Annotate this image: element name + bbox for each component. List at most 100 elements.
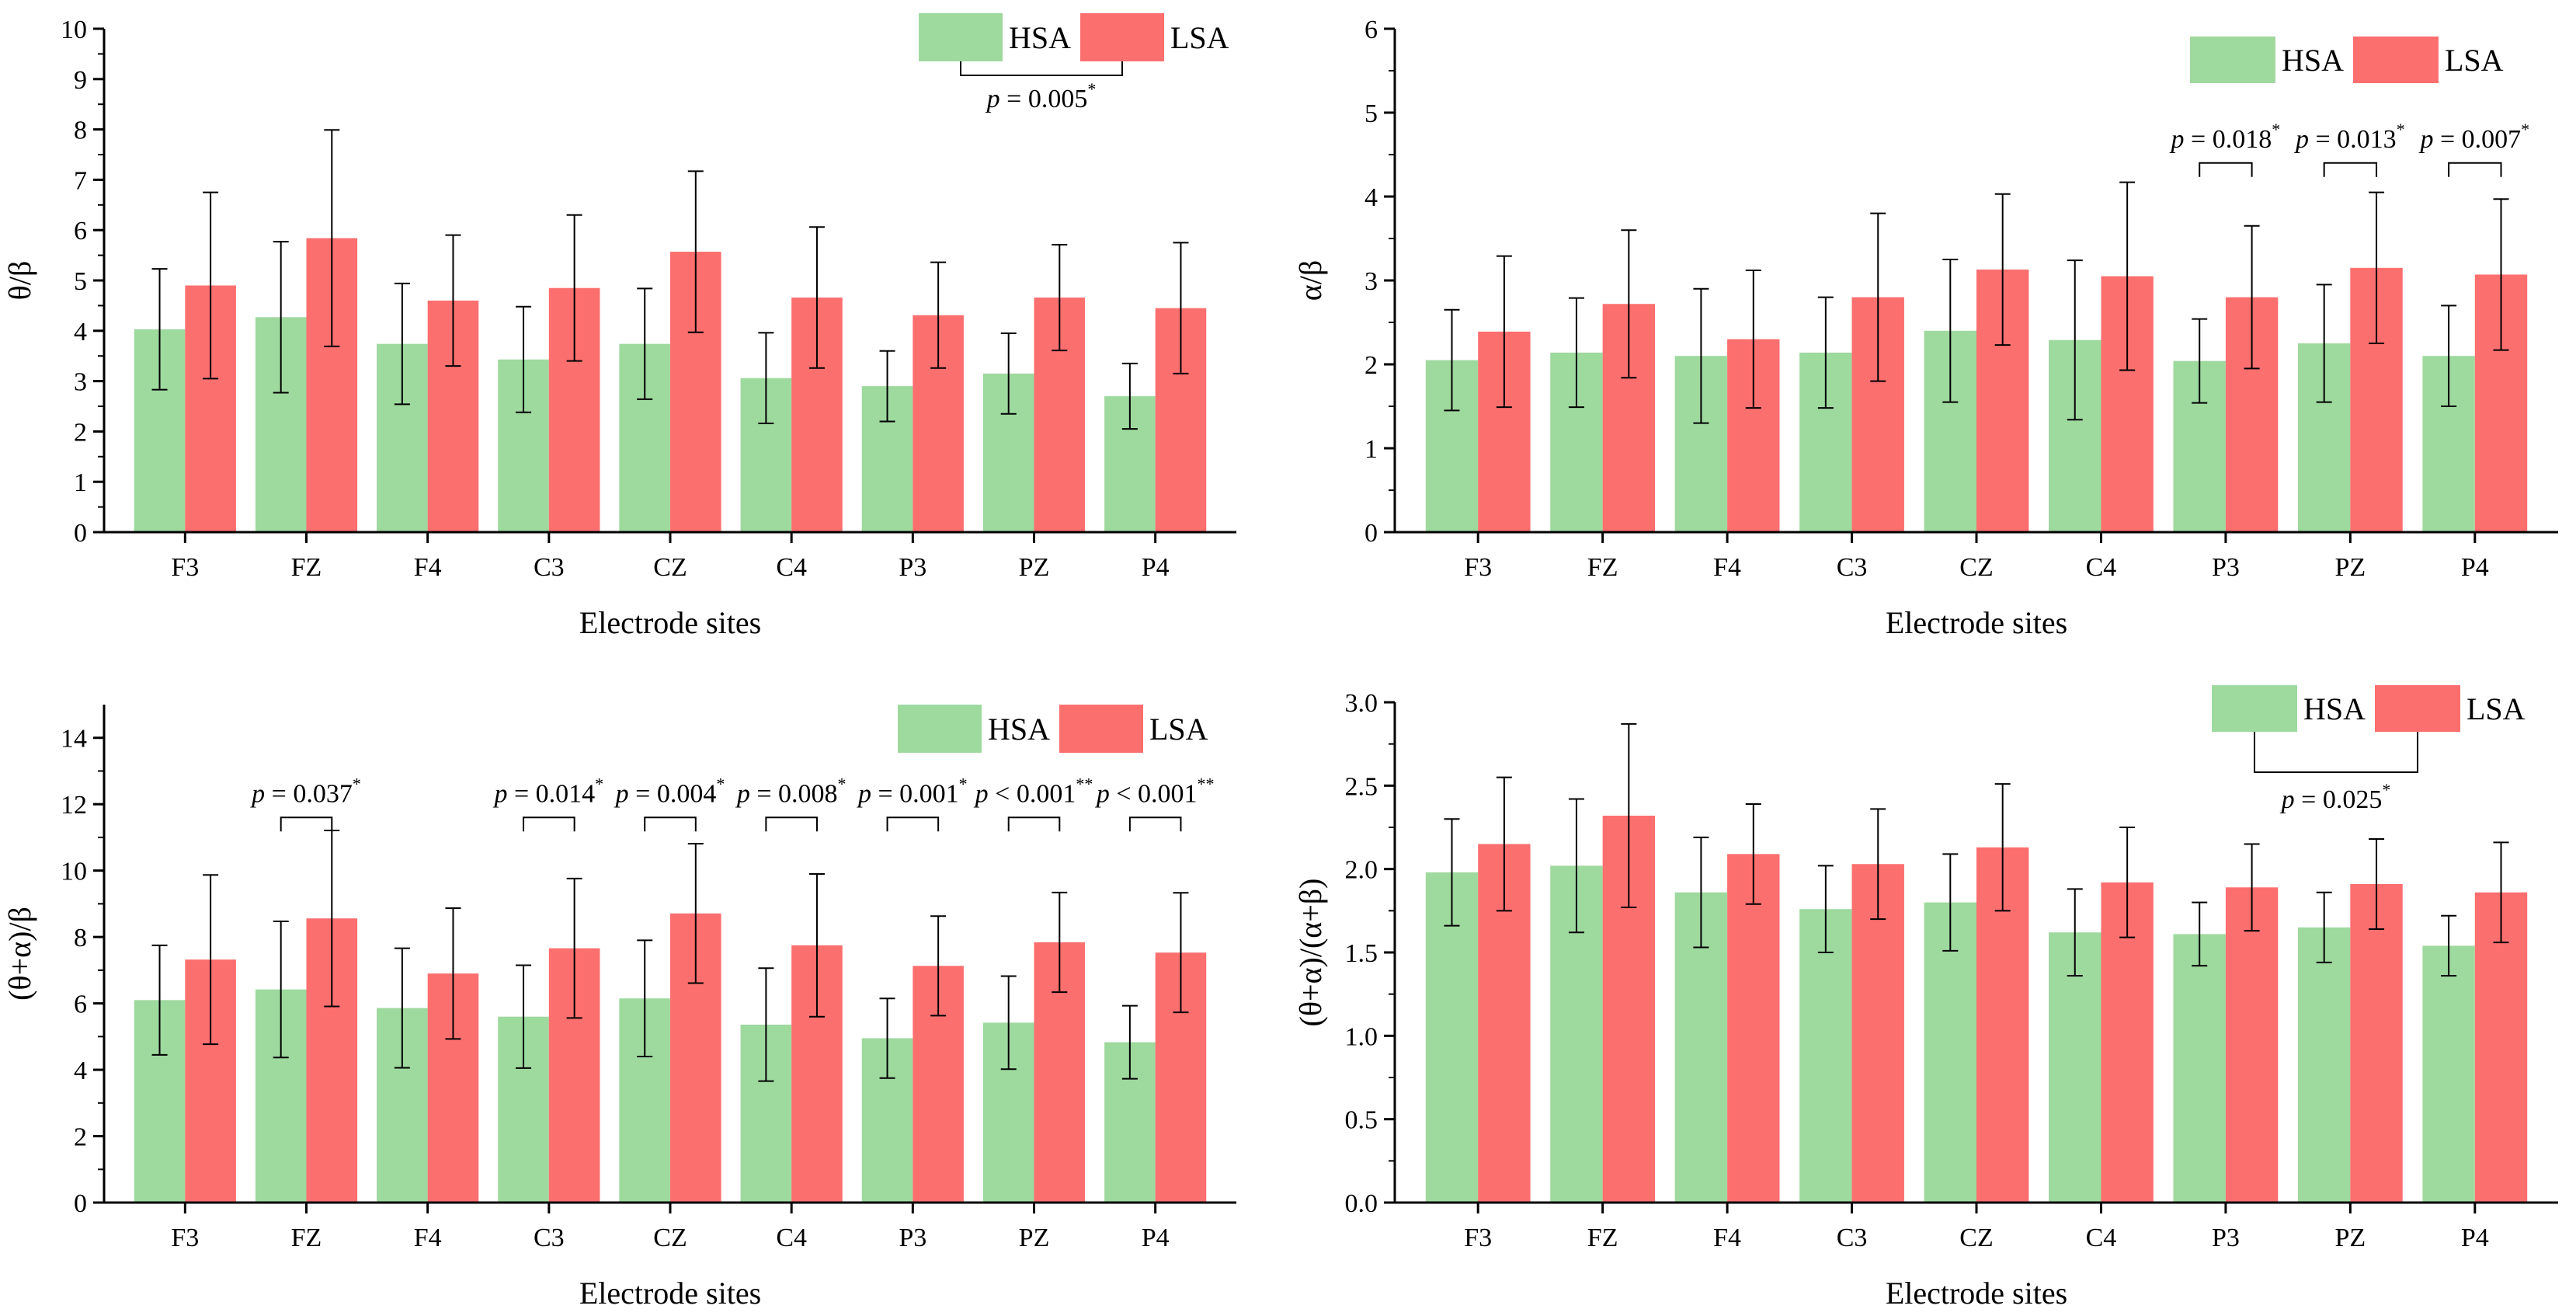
legend-swatch-lsa (1080, 13, 1164, 61)
significance-label: p = 0.001* (857, 774, 968, 808)
bar-hsa-PZ (2297, 927, 2351, 1203)
bar-lsa-PZ (2350, 883, 2403, 1203)
x-tick-label-C4: C4 (2086, 1224, 2117, 1252)
x-axis-title: Electrode sites (1886, 1276, 2067, 1311)
x-tick-label-C3: C3 (534, 553, 565, 582)
x-tick-label-CZ: CZ (1959, 1224, 1993, 1252)
significance-bracket (960, 61, 1123, 76)
significance-label: p = 0.007* (2418, 120, 2529, 154)
x-tick-label-P4: P4 (2461, 553, 2489, 582)
x-tick-label-FZ: FZ (291, 1224, 322, 1252)
legend-label-lsa: LSA (2466, 691, 2526, 726)
significance-label: p = 0.014* (492, 774, 603, 808)
x-tick-label-C3: C3 (534, 1224, 565, 1252)
legend-label-hsa: HSA (2303, 691, 2366, 726)
y-axis-title: α/β (1293, 260, 1328, 301)
significance-bracket (2323, 162, 2378, 177)
x-tick-label-PZ: PZ (1019, 1224, 1050, 1252)
x-tick-label-F4: F4 (414, 1224, 442, 1252)
bar-lsa-P3 (2225, 887, 2279, 1203)
bar-hsa-C3 (1799, 909, 1852, 1203)
x-tick-label-C3: C3 (1837, 1224, 1868, 1252)
x-tick-label-P4: P4 (2461, 1224, 2489, 1252)
legend-label-lsa: LSA (2445, 43, 2504, 78)
bar-hsa-F3 (1425, 872, 1479, 1203)
significance-bracket (2199, 162, 2253, 177)
x-tick-label-CZ: CZ (653, 553, 687, 582)
significance-label: p = 0.008* (735, 774, 846, 808)
legend-swatch-hsa (919, 13, 1003, 61)
y-tick-label: 0 (1364, 519, 1378, 548)
x-tick-label-C4: C4 (776, 553, 807, 582)
bar-lsa-P4 (2474, 892, 2528, 1203)
bar-hsa-C4 (2049, 932, 2101, 1203)
legend-label-lsa: LSA (1170, 20, 1229, 55)
significance-bracket (1128, 816, 1182, 832)
chart-panel-2: 0 1 2 3 4 5 6 F3 FZ F4 C3 CZ C4 P3 PZ P4 Electrode sites… (1293, 16, 2558, 640)
x-tick-label-CZ: CZ (1959, 553, 1993, 582)
x-tick-label-C3: C3 (1837, 553, 1868, 582)
x-tick-label-F4: F4 (1713, 553, 1741, 582)
x-axis-title: Electrode sites (1886, 605, 2067, 640)
x-tick-label-F4: F4 (414, 553, 442, 582)
x-tick-label-FZ: FZ (291, 553, 322, 582)
y-tick-label: 9 (74, 66, 87, 95)
significance-label: p < 0.001** (974, 774, 1093, 808)
x-tick-label-P4: P4 (1142, 553, 1170, 582)
legend-label-hsa: HSA (1009, 20, 1071, 55)
legend-swatch-hsa (2190, 37, 2275, 83)
y-tick-label: 3 (1364, 267, 1378, 296)
y-tick-label: 2.5 (1345, 772, 1378, 801)
chart-panel-4: 0.0 0.5 1.0 1.5 2.0 2.5 3.0 F3 FZ F4 C3 CZ C4 P3 PZ P4 E… (1293, 685, 2558, 1311)
bar-lsa-F4 (1727, 854, 1780, 1203)
x-tick-label-C4: C4 (2086, 553, 2117, 582)
significance-label: p = 0.005* (986, 79, 1097, 113)
y-tick-label: 1.5 (1345, 939, 1378, 968)
bar-hsa-P3 (2173, 934, 2226, 1203)
x-tick-label-P3: P3 (899, 553, 926, 582)
y-tick-label: 8 (74, 924, 87, 952)
y-tick-label: 6 (74, 217, 87, 245)
significance-bracket (2254, 732, 2418, 773)
x-axis-title: Electrode sites (579, 605, 761, 640)
y-tick-label: 1 (74, 468, 87, 497)
significance-label: p = 0.004* (614, 774, 725, 808)
y-tick-label: 6 (1364, 16, 1378, 44)
bar-hsa-CZ (1924, 902, 1976, 1203)
x-tick-label-P3: P3 (2212, 1224, 2240, 1252)
x-tick-label-F3: F3 (1464, 1224, 1492, 1252)
y-tick-label: 2 (1364, 351, 1378, 380)
x-tick-label-PZ: PZ (1019, 553, 1050, 582)
x-tick-label-FZ: FZ (1587, 553, 1618, 582)
significance-label: p = 0.037* (250, 774, 361, 808)
y-axis-title: θ/β (2, 261, 37, 301)
x-tick-label-PZ: PZ (2335, 1224, 2366, 1252)
bar-hsa-P4 (2422, 945, 2475, 1203)
legend-swatch-hsa (2212, 685, 2297, 732)
significance-bracket (2448, 162, 2502, 177)
y-tick-label: 10 (61, 858, 87, 886)
y-tick-label: 5 (1364, 99, 1378, 128)
y-tick-label: 12 (61, 791, 87, 820)
legend-swatch-lsa (2375, 685, 2460, 732)
y-tick-label: 3 (74, 368, 87, 397)
y-axis-title: (θ+α)/(α+β) (1293, 879, 1328, 1027)
y-tick-label: 6 (74, 990, 87, 1019)
y-tick-label: 2.0 (1345, 856, 1378, 885)
y-tick-label: 14 (61, 725, 87, 754)
y-tick-label: 10 (61, 16, 87, 44)
y-tick-label: 0 (74, 519, 87, 548)
significance-bracket (644, 816, 697, 832)
legend-label-lsa: LSA (1149, 712, 1208, 747)
y-tick-label: 0.5 (1345, 1106, 1378, 1135)
y-tick-label: 3.0 (1345, 689, 1378, 718)
y-tick-label: 2 (74, 1123, 87, 1152)
x-axis-title: Electrode sites (579, 1276, 761, 1311)
x-tick-label-F3: F3 (1464, 553, 1492, 582)
significance-label: p = 0.018* (2170, 120, 2281, 154)
y-tick-label: 0.0 (1345, 1189, 1378, 1218)
legend-swatch-lsa (2353, 37, 2439, 83)
significance-label: p = 0.013* (2294, 120, 2405, 154)
y-tick-label: 2 (74, 418, 87, 447)
x-tick-label-FZ: FZ (1587, 1224, 1618, 1252)
